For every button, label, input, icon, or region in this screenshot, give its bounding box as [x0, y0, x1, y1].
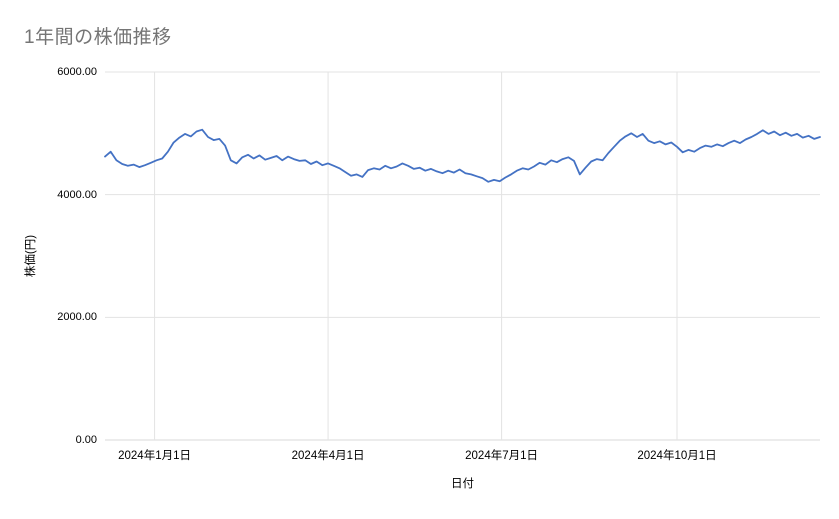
y-tick-label: 2000.00: [57, 311, 97, 324]
x-tick-label: 2024年7月1日: [465, 450, 539, 462]
x-axis-title: 日付: [451, 478, 474, 490]
x-tick-label: 2024年1月1日: [118, 450, 191, 462]
y-axis-title: 株価(円): [25, 234, 37, 278]
y-tick-label: 0.00: [75, 434, 97, 446]
chart-title: 1年間の株価推移: [24, 27, 172, 48]
x-tick-label: 2024年4月1日: [291, 450, 365, 462]
x-tick-label: 2024年10月1日: [637, 450, 717, 462]
y-tick-label: 4000.00: [57, 188, 97, 201]
y-tick-label: 6000.00: [57, 66, 97, 78]
